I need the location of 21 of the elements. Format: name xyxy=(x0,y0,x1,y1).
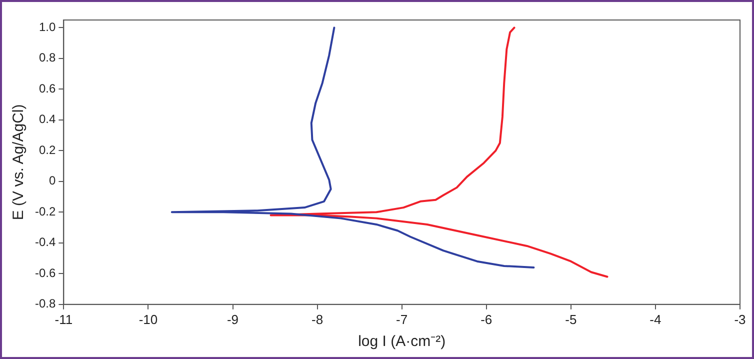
x-tick-label: -6 xyxy=(480,312,492,327)
x-tick-label: -10 xyxy=(138,312,158,327)
y-tick-label: 0.6 xyxy=(38,81,56,96)
y-tick-label: 0 xyxy=(48,174,56,188)
x-tick-label: -8 xyxy=(312,312,324,327)
x-tick-label: -3 xyxy=(734,312,746,327)
y-tick-label: 0.2 xyxy=(38,142,56,157)
x-tick-label: -9 xyxy=(226,312,239,327)
y-tick-label: -0.8 xyxy=(34,296,56,311)
y-tick-label: -0.2 xyxy=(34,204,56,218)
x-tick-label: -11 xyxy=(54,312,73,327)
x-tick-label: -7 xyxy=(396,312,408,327)
x-tick-label: -5 xyxy=(565,312,577,327)
y-tick-label: 1.0 xyxy=(38,20,56,34)
y-tick-label: -0.6 xyxy=(34,266,56,280)
x-tick-label: -4 xyxy=(650,312,662,327)
y-tick-label: -0.4 xyxy=(34,235,56,250)
y-axis-title: E (V vs. Ag/AgCl) xyxy=(10,104,28,220)
x-axis-title: log I (A·cm⁻²) xyxy=(358,333,446,350)
y-tick-label: 0.8 xyxy=(38,50,56,65)
y-tick-label: 0.4 xyxy=(38,112,56,126)
